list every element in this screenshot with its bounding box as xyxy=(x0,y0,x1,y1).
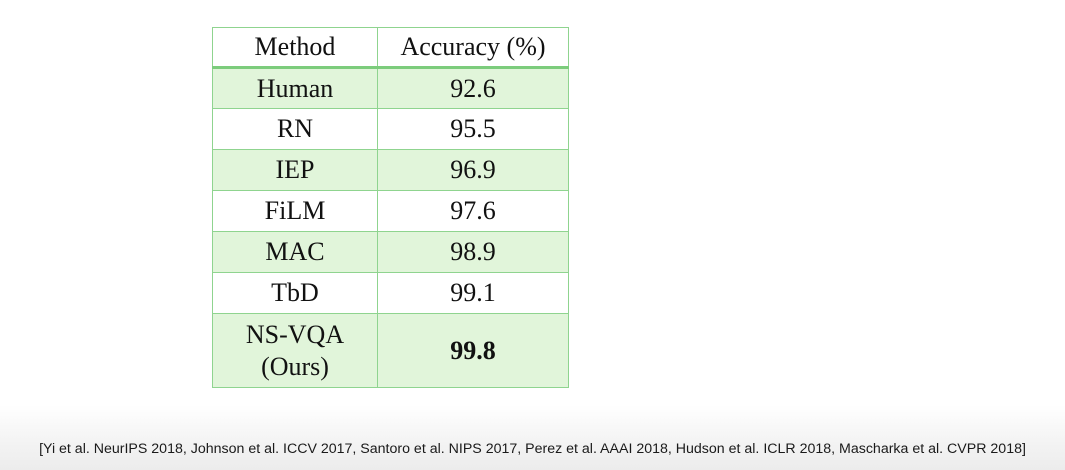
accuracy-cell: 98.9 xyxy=(377,231,569,273)
table-row: TbD 99.1 xyxy=(212,272,569,314)
accuracy-cell-ours: 99.8 xyxy=(377,313,569,388)
citation-footer: [Yi et al. NeurIPS 2018, Johnson et al. … xyxy=(39,441,1026,457)
table-row: FiLM 97.6 xyxy=(212,190,569,232)
accuracy-cell: 99.1 xyxy=(377,272,569,314)
results-table-container: Method Accuracy (%) Human 92.6 RN 95.5 I… xyxy=(212,27,569,388)
table-header-row: Method Accuracy (%) xyxy=(212,27,569,69)
table-row: IEP 96.9 xyxy=(212,149,569,191)
accuracy-cell: 97.6 xyxy=(377,190,569,232)
method-cell: TbD xyxy=(212,272,378,314)
header-method: Method xyxy=(212,27,378,69)
method-name-line: NS-VQA xyxy=(245,319,345,349)
method-cell: MAC xyxy=(212,231,378,273)
table-row: Human 92.6 xyxy=(212,67,569,109)
results-table: Method Accuracy (%) Human 92.6 RN 95.5 I… xyxy=(212,27,569,388)
accuracy-cell: 95.5 xyxy=(377,108,569,150)
method-cell: Human xyxy=(212,67,378,109)
table-row-ours: NS-VQA (Ours) 99.8 xyxy=(212,313,569,388)
method-cell: IEP xyxy=(212,149,378,191)
method-cell: FiLM xyxy=(212,190,378,232)
table-row: RN 95.5 xyxy=(212,108,569,150)
accuracy-cell: 96.9 xyxy=(377,149,569,191)
table-row: MAC 98.9 xyxy=(212,231,569,273)
accuracy-cell: 92.6 xyxy=(377,67,569,109)
method-suffix-line: (Ours) xyxy=(261,351,329,381)
method-cell: RN xyxy=(212,108,378,150)
header-accuracy: Accuracy (%) xyxy=(377,27,569,69)
method-cell-ours: NS-VQA (Ours) xyxy=(212,313,378,388)
